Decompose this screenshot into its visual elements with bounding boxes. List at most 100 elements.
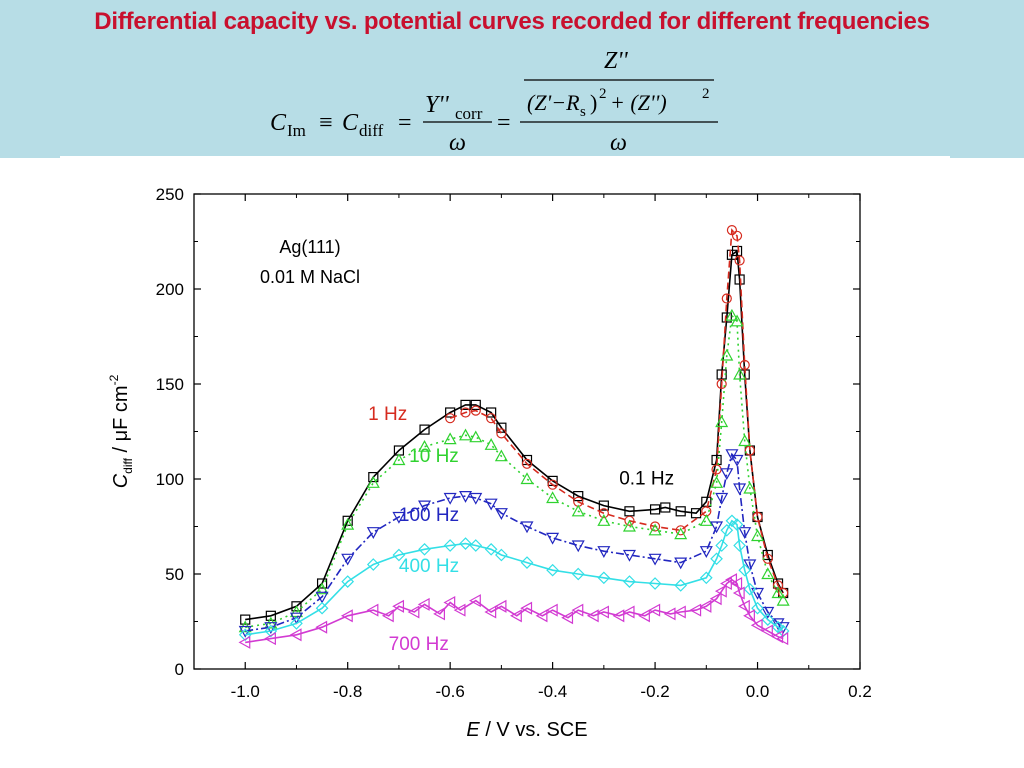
y-tick-label: 100 [156, 470, 184, 489]
y-axis-label-symbol: C [110, 473, 132, 488]
data-point [469, 539, 483, 552]
data-point [340, 609, 353, 623]
data-point [264, 624, 278, 638]
data-point [675, 525, 686, 536]
data-point [520, 556, 534, 569]
data-point [776, 593, 790, 606]
x-tick-label: 0.2 [848, 682, 872, 701]
data-point [460, 399, 471, 410]
eq-num-symbol: Y'' [425, 92, 449, 118]
x-tick-label: -0.4 [538, 682, 567, 701]
data-point [469, 492, 483, 505]
data-point [776, 632, 789, 646]
data-point [761, 613, 775, 626]
data-point [520, 472, 534, 485]
data-point [738, 563, 752, 577]
data-point [715, 492, 729, 505]
data-point [289, 612, 303, 625]
data-point [715, 539, 729, 552]
data-point [418, 500, 432, 513]
data-point [623, 575, 636, 588]
series-label: 0.1 Hz [619, 469, 674, 490]
x-tick-label: -0.8 [333, 682, 362, 701]
data-point [675, 506, 686, 517]
data-point [496, 428, 507, 439]
x-axis-label: E / V vs. SCE [466, 719, 587, 741]
data-point [737, 599, 750, 613]
data-point [674, 579, 688, 592]
series-label: 100 Hz [399, 505, 459, 526]
data-point [743, 582, 757, 596]
y-axis-label-rest: / μF cm [110, 385, 132, 458]
data-point [494, 508, 508, 520]
data-point [535, 609, 548, 623]
data-point [716, 378, 727, 390]
data-point [622, 605, 635, 619]
y-axis-label-sup: -2 [107, 374, 121, 385]
data-point [445, 407, 456, 418]
y-axis-label-sub: diff [121, 457, 135, 473]
eq-inner-num: Z'' [604, 48, 628, 74]
data-point [597, 605, 609, 619]
series-line [245, 249, 784, 621]
eq-lhs-sub: Im [287, 121, 306, 140]
data-point [571, 567, 585, 581]
data-point [734, 255, 745, 266]
data-point [597, 546, 611, 558]
data-point [571, 504, 585, 517]
series-700-hz [238, 573, 789, 649]
data-point [366, 476, 380, 488]
data-point [725, 514, 739, 528]
data-point [726, 224, 738, 236]
data-point [673, 605, 686, 619]
series-line [245, 313, 784, 628]
data-point [622, 519, 636, 532]
axis-ticks: -1.0 -0.8 -0.6 -0.4 -0.2 0.0 0.2 0 50 100 150 200 25… [156, 185, 872, 701]
data-point [443, 492, 457, 505]
data-point [484, 438, 498, 450]
data-point [648, 553, 662, 566]
data-point [709, 592, 722, 606]
data-point [459, 491, 473, 503]
data-point [733, 539, 746, 552]
x-tick-label: -0.6 [436, 682, 465, 701]
data-point [751, 587, 765, 600]
data-point [743, 559, 757, 572]
series-label: 400 Hz [399, 556, 459, 577]
data-point [573, 491, 584, 502]
data-point [761, 606, 775, 619]
data-point [290, 617, 303, 630]
data-point [771, 586, 785, 599]
data-point [725, 308, 739, 321]
data-point [699, 514, 713, 526]
data-point [725, 449, 739, 462]
data-point [240, 614, 251, 625]
data-point [417, 597, 430, 611]
data-point [470, 399, 481, 410]
data-point [725, 573, 738, 587]
data-point [624, 515, 635, 526]
data-point [776, 624, 790, 638]
data-point [720, 468, 734, 481]
data-point [731, 230, 743, 241]
data-point [495, 548, 508, 562]
data-point [453, 603, 466, 617]
data-point [743, 609, 755, 623]
data-point [597, 571, 611, 585]
x-axis-label-symbol: E [466, 719, 480, 741]
y-tick-label: 50 [165, 565, 184, 584]
data-point [366, 527, 380, 539]
data-point [316, 578, 328, 589]
data-point [690, 508, 702, 519]
data-point [622, 549, 636, 562]
data-point [520, 601, 533, 615]
data-point [289, 605, 303, 618]
data-point [674, 527, 688, 540]
y-tick-label: 0 [175, 660, 184, 679]
data-point [443, 539, 457, 552]
data-point [445, 413, 456, 424]
y-tick-label: 200 [156, 280, 184, 299]
data-point [699, 571, 713, 585]
data-point [571, 540, 585, 553]
series-0-1-hz [240, 245, 789, 625]
